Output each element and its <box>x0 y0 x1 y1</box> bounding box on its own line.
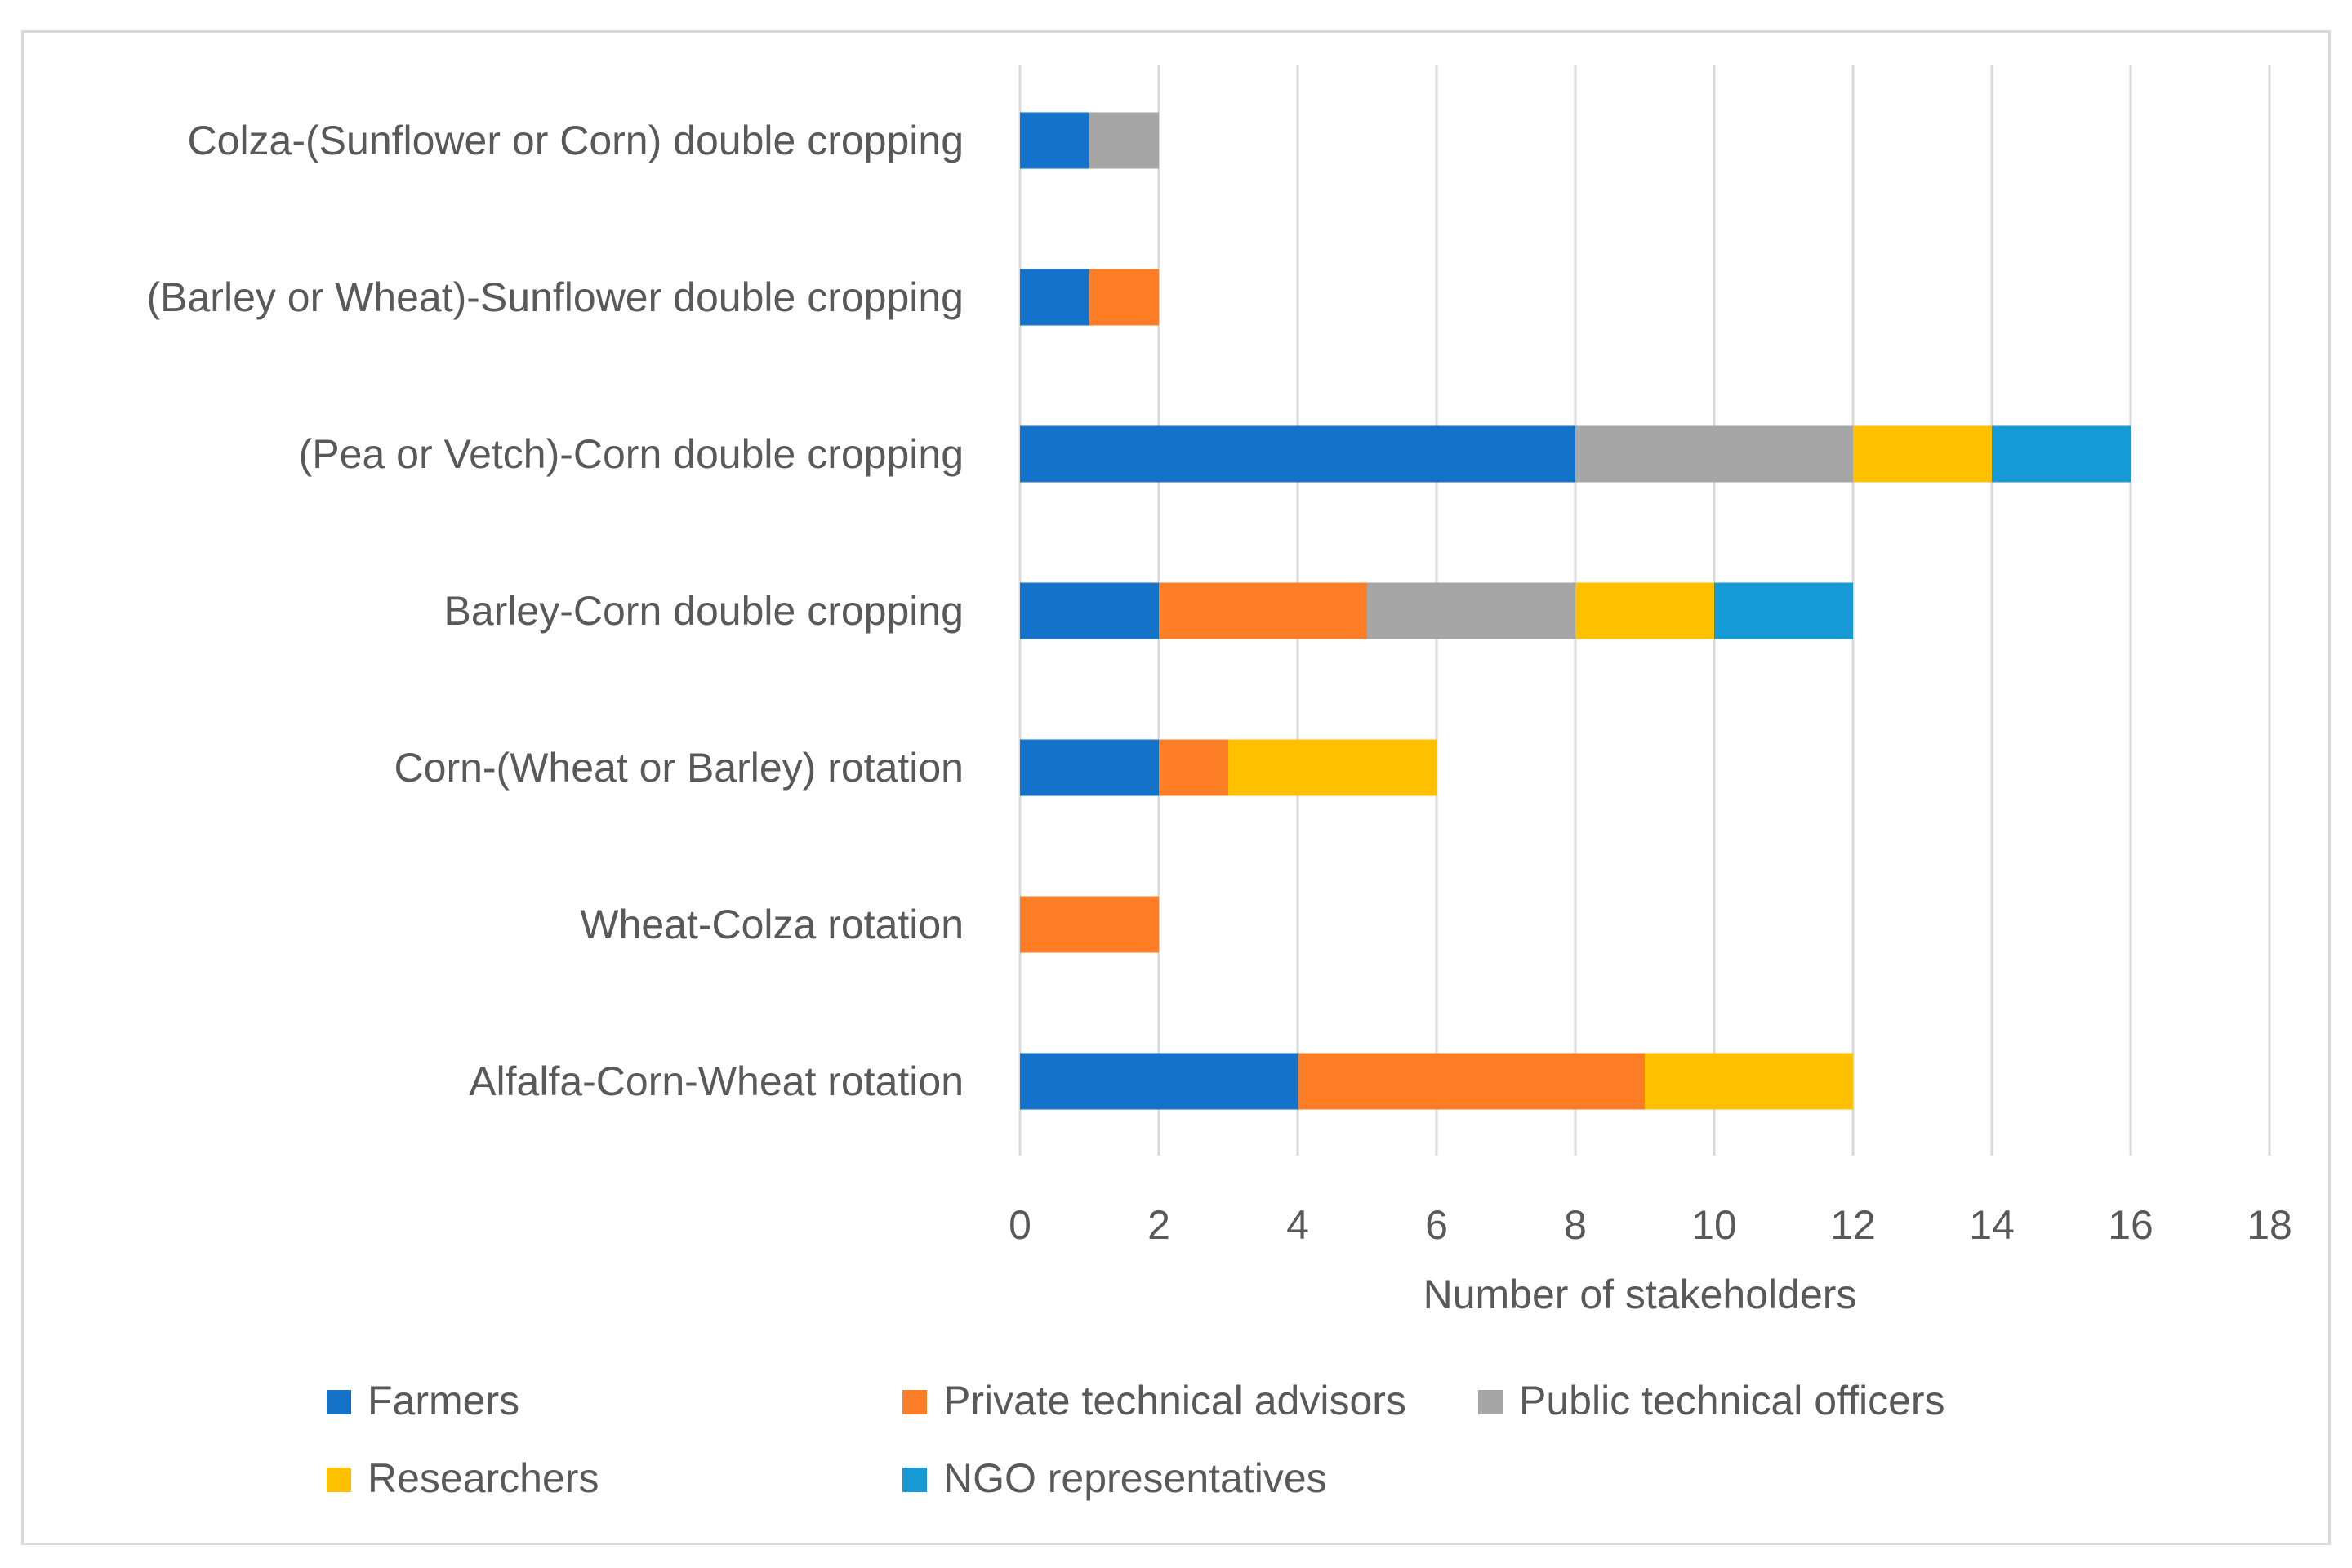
category-label-1: Colza-(Sunflower or Corn) double croppin… <box>188 118 964 163</box>
legend-label-private-technical-advisors: Private technical advisors <box>943 1378 1406 1423</box>
x-tick-12: 12 <box>1830 1202 1876 1248</box>
legend: Farmers Private technical advisors Public … <box>327 1378 1945 1501</box>
x-tick-4: 4 <box>1286 1202 1309 1248</box>
bar-4-private-technical-advisors <box>1159 582 1367 639</box>
category-label-6: Wheat-Colza rotation <box>580 902 964 947</box>
category-label-7: Alfalfa-Corn-Wheat rotation <box>469 1058 964 1104</box>
x-tick-14: 14 <box>1969 1202 2015 1248</box>
legend-swatch-researchers <box>327 1468 351 1492</box>
x-tick-8: 8 <box>1564 1202 1587 1248</box>
bar-3-farmers <box>1020 425 1575 483</box>
category-label-3: (Pea or Vetch)-Corn double cropping <box>299 431 964 477</box>
bar-7-farmers <box>1020 1053 1298 1110</box>
legend-swatch-private-technical-advisors <box>902 1390 927 1414</box>
x-tick-10: 10 <box>1691 1202 1737 1248</box>
x-tick-2: 2 <box>1147 1202 1170 1248</box>
bar-2-farmers <box>1020 269 1089 326</box>
category-label-4: Barley-Corn double cropping <box>444 588 964 634</box>
bars <box>1020 112 2131 1110</box>
x-tick-6: 6 <box>1425 1202 1448 1248</box>
bar-4-ngo-representatives <box>1714 582 1853 639</box>
bar-3-ngo-representatives <box>1992 425 2131 483</box>
x-tick-18: 18 <box>2247 1202 2292 1248</box>
legend-label-public-technical-officers: Public technical officers <box>1519 1378 1945 1423</box>
bar-2-private-technical-advisors <box>1089 269 1159 326</box>
x-tick-0: 0 <box>1009 1202 1031 1248</box>
legend-swatch-farmers <box>327 1390 351 1414</box>
category-label-2: (Barley or Wheat)-Sunflower double cropp… <box>147 274 964 320</box>
bar-5-farmers <box>1020 739 1159 796</box>
bar-3-public-technical-officers <box>1575 425 1853 483</box>
bar-1-public-technical-officers <box>1089 112 1159 169</box>
bar-4-farmers <box>1020 582 1159 639</box>
x-axis-title: Number of stakeholders <box>1423 1272 1857 1317</box>
bar-4-researchers <box>1575 582 1714 639</box>
legend-label-ngo-representatives: NGO representatives <box>943 1455 1327 1501</box>
bar-5-private-technical-advisors <box>1159 739 1228 796</box>
legend-label-farmers: Farmers <box>368 1378 519 1423</box>
bar-7-researchers <box>1645 1053 1853 1110</box>
bar-7-private-technical-advisors <box>1298 1053 1645 1110</box>
x-tick-labels: 0 2 4 6 8 10 12 14 16 18 <box>1009 1202 2292 1248</box>
gridlines <box>1018 65 2271 1156</box>
legend-swatch-public-technical-officers <box>1478 1390 1503 1414</box>
bar-6-private-technical-advisors <box>1020 896 1159 953</box>
bar-5-researchers <box>1228 739 1437 796</box>
bar-3-researchers <box>1853 425 1992 483</box>
x-tick-16: 16 <box>2108 1202 2154 1248</box>
category-labels: Colza-(Sunflower or Corn) double croppin… <box>147 118 964 1104</box>
bar-1-farmers <box>1020 112 1089 169</box>
legend-label-researchers: Researchers <box>368 1455 599 1501</box>
category-label-5: Corn-(Wheat or Barley) rotation <box>394 745 964 791</box>
legend-swatch-ngo-representatives <box>902 1468 927 1492</box>
bar-4-public-technical-officers <box>1367 582 1575 639</box>
